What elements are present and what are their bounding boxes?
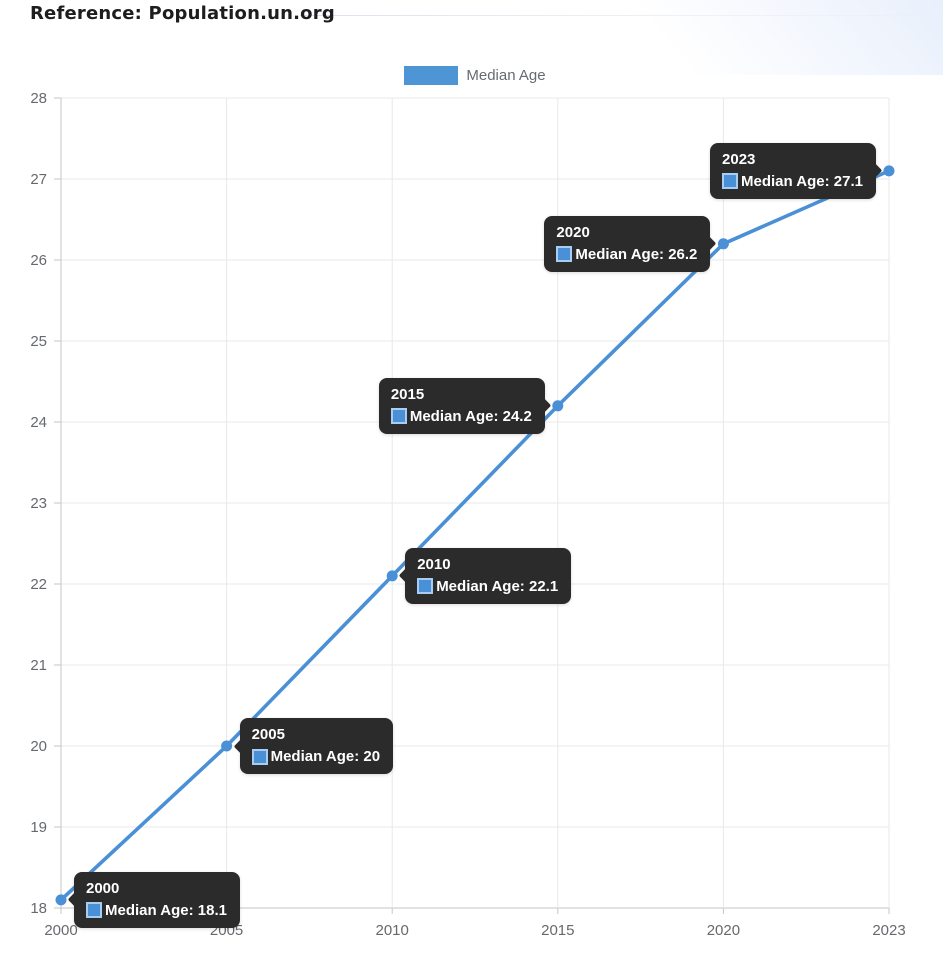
y-axis-label: 21 [30,657,47,674]
y-axis-label: 20 [30,738,47,755]
data-point-2000[interactable] [55,894,67,906]
y-axis-label: 27 [30,171,47,188]
y-axis-label: 18 [30,900,47,917]
y-axis-label: 22 [30,576,47,593]
data-point-2005[interactable] [221,740,233,752]
x-axis-label: 2010 [376,922,409,939]
data-point-2015[interactable] [552,400,564,412]
page-title: Reference: Population.un.org [30,3,335,24]
y-axis-label: 26 [30,252,47,269]
x-axis-label: 2000 [44,922,77,939]
legend: Median Age [61,66,889,85]
header-divider [300,15,919,16]
y-axis-label: 25 [30,333,47,350]
legend-item-median-age[interactable]: Median Age [404,66,546,85]
x-axis-label: 2020 [707,922,740,939]
x-axis-label: 2005 [210,922,243,939]
y-axis-label: 23 [30,495,47,512]
y-axis-label: 28 [30,90,47,107]
data-point-2023[interactable] [883,165,895,177]
data-point-2020[interactable] [717,238,729,250]
y-axis-label: 24 [30,414,47,431]
y-axis-label: 19 [30,819,47,836]
series-line-median-age [59,169,891,902]
legend-label: Median Age [466,67,546,84]
x-axis-label: 2015 [541,922,574,939]
legend-swatch-icon [404,66,459,85]
x-axis-label: 2023 [872,922,905,939]
data-point-2010[interactable] [386,570,398,582]
